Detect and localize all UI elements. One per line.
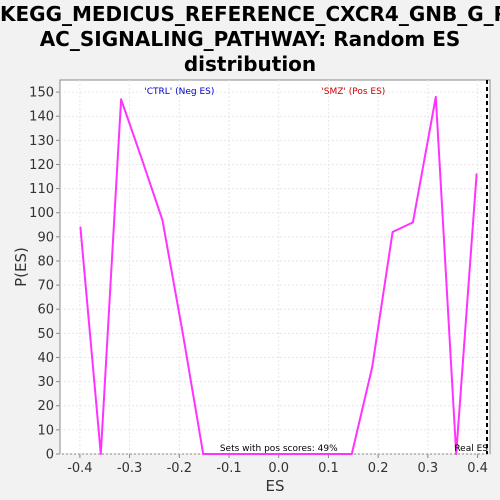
- y-tick-label: 0: [46, 448, 54, 463]
- y-tick-label: 140: [29, 110, 54, 125]
- x-tick-label: 0.0: [268, 461, 289, 476]
- data-point: [371, 366, 373, 368]
- data-point: [223, 453, 225, 455]
- data-point: [141, 158, 143, 161]
- y-tick-label: 110: [29, 182, 54, 197]
- axes: 0 10 20 30 40 50 60 70 80 90 100 110 120 130 140 150 -0.…: [29, 86, 488, 476]
- es-distribution-line: [79, 95, 478, 455]
- data-point: [305, 453, 307, 455]
- y-axis-label: P(ES): [12, 247, 30, 287]
- x-tick-label: -0.4: [67, 461, 92, 476]
- annotations: Real ES 'CTRL' (Neg ES) 'SMZ' (Pos ES) S…: [144, 80, 488, 454]
- data-point: [391, 231, 394, 233]
- y-tick-label: 10: [37, 423, 54, 438]
- y-tick-label: 120: [29, 158, 54, 173]
- x-tick-label: 0.2: [368, 461, 389, 476]
- y-tick-label: 150: [29, 86, 54, 101]
- data-point: [264, 453, 266, 455]
- y-tick-label: 100: [29, 206, 54, 221]
- x-tick-label: 0.4: [467, 461, 488, 476]
- legend-pos-label: 'SMZ' (Pos ES): [321, 87, 385, 97]
- plot-area: [59, 79, 491, 455]
- y-tick-label: 90: [37, 230, 54, 245]
- y-tick-label: 80: [37, 254, 54, 269]
- legend-neg-label: 'CTRL' (Neg ES): [144, 87, 214, 97]
- chart-title-line-3: distribution: [183, 52, 317, 76]
- y-tick-label: 130: [29, 134, 54, 149]
- chart-title-line-2: AC_SIGNALING_PATHWAY: Random ES: [39, 27, 461, 51]
- data-point: [284, 453, 287, 455]
- data-point: [351, 453, 353, 455]
- y-tick-label: 60: [37, 303, 54, 318]
- data-point: [79, 226, 82, 228]
- data-point: [475, 173, 478, 175]
- data-point: [435, 96, 437, 98]
- series-layer: [79, 95, 478, 455]
- y-tick-label: 70: [37, 279, 54, 294]
- chart-title: KEGG_MEDICUS_REFERENCE_CXCR4_GNB_G_R AC_…: [0, 2, 500, 77]
- chart-title-line-1: KEGG_MEDICUS_REFERENCE_CXCR4_GNB_G_R: [0, 2, 500, 26]
- data-point: [243, 453, 246, 455]
- x-tick-label: -0.1: [216, 461, 241, 476]
- y-tick-label: 40: [37, 351, 54, 366]
- pos-scores-annotation: Sets with pos scores: 49%: [220, 444, 338, 454]
- data-point: [120, 98, 122, 101]
- data-point: [412, 221, 414, 224]
- data-point: [325, 453, 328, 455]
- data-point: [99, 453, 102, 455]
- x-tick-label: 0.3: [418, 461, 439, 476]
- x-tick-label: -0.2: [167, 461, 192, 476]
- y-tick-label: 20: [37, 399, 54, 414]
- y-tick-label: 30: [37, 375, 54, 390]
- y-tick-label: 50: [37, 327, 54, 342]
- x-axis-label: ES: [266, 477, 285, 495]
- x-tick-label: -0.3: [117, 461, 142, 476]
- real-es-label: Real ES: [454, 444, 488, 454]
- data-point: [202, 453, 204, 455]
- data-point: [161, 219, 164, 221]
- x-tick-label: 0.1: [318, 461, 339, 476]
- data-point: [455, 453, 457, 455]
- data-point: [181, 332, 184, 335]
